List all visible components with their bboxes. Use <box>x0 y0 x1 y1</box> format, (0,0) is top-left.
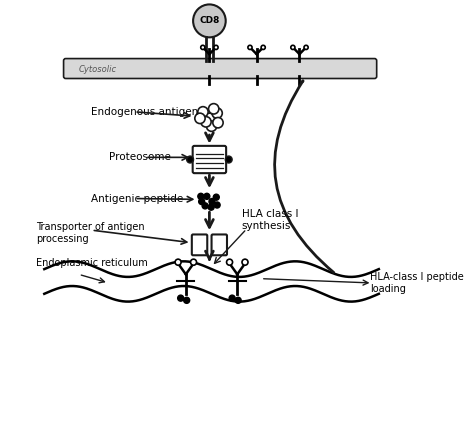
Circle shape <box>202 203 208 209</box>
Circle shape <box>183 297 190 303</box>
Text: HLA-class I peptide
loading: HLA-class I peptide loading <box>370 272 464 294</box>
Circle shape <box>199 198 205 204</box>
Circle shape <box>209 104 219 114</box>
Circle shape <box>198 107 208 117</box>
Circle shape <box>225 156 232 163</box>
Circle shape <box>187 156 193 163</box>
Text: Cytosolic: Cytosolic <box>79 65 117 74</box>
Circle shape <box>204 113 215 123</box>
Circle shape <box>214 202 220 208</box>
Circle shape <box>198 193 204 199</box>
Circle shape <box>212 108 222 118</box>
Circle shape <box>204 193 210 199</box>
Circle shape <box>229 295 235 301</box>
FancyBboxPatch shape <box>211 235 227 255</box>
Circle shape <box>175 259 181 265</box>
Circle shape <box>214 45 218 50</box>
Text: Proteosome: Proteosome <box>109 152 171 162</box>
Circle shape <box>213 117 223 128</box>
Circle shape <box>242 259 248 265</box>
Text: CD8: CD8 <box>199 17 219 25</box>
Circle shape <box>201 45 205 50</box>
Circle shape <box>195 113 205 123</box>
Circle shape <box>209 198 215 204</box>
Text: Antigenic peptide: Antigenic peptide <box>91 194 184 204</box>
Circle shape <box>304 45 308 50</box>
Text: HLA class I
synthesis: HLA class I synthesis <box>242 209 298 232</box>
FancyBboxPatch shape <box>192 235 207 255</box>
Circle shape <box>291 45 295 50</box>
FancyBboxPatch shape <box>64 58 377 78</box>
Circle shape <box>261 45 265 50</box>
Circle shape <box>201 116 211 127</box>
Circle shape <box>235 297 241 303</box>
Text: Endoplasmic reticulum: Endoplasmic reticulum <box>36 259 147 269</box>
Text: Transporter of antigen
processing: Transporter of antigen processing <box>36 222 144 244</box>
FancyArrowPatch shape <box>274 81 334 272</box>
Circle shape <box>248 45 252 50</box>
FancyBboxPatch shape <box>192 146 226 173</box>
Circle shape <box>213 194 219 200</box>
Circle shape <box>191 259 197 265</box>
Circle shape <box>193 4 226 37</box>
Circle shape <box>178 295 183 301</box>
Text: Endogenous antigen: Endogenous antigen <box>91 107 199 117</box>
Circle shape <box>208 204 214 210</box>
Circle shape <box>206 121 217 131</box>
Circle shape <box>227 259 233 265</box>
